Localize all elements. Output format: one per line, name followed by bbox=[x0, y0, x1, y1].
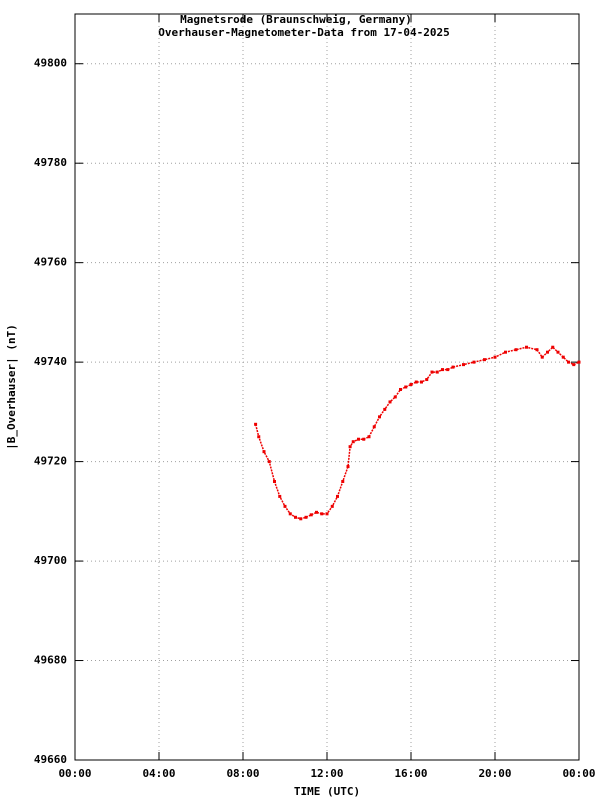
y-tick-label: 49680 bbox=[34, 654, 67, 667]
data-point bbox=[278, 494, 282, 498]
data-point bbox=[325, 512, 329, 516]
data-point bbox=[336, 494, 339, 498]
y-tick-label: 49700 bbox=[34, 554, 67, 567]
y-tick-label: 49660 bbox=[34, 753, 67, 766]
x-tick-label: 12:00 bbox=[310, 767, 343, 780]
data-point bbox=[535, 348, 539, 352]
data-point bbox=[404, 385, 408, 389]
data-point bbox=[425, 378, 429, 382]
x-tick-label: 00:00 bbox=[562, 767, 595, 780]
data-point bbox=[299, 517, 303, 521]
data-point bbox=[388, 400, 392, 404]
data-point bbox=[556, 350, 560, 354]
data-point bbox=[304, 515, 308, 519]
data-point bbox=[351, 440, 355, 444]
data-point bbox=[362, 437, 366, 441]
data-point bbox=[504, 350, 507, 354]
data-point bbox=[372, 425, 376, 429]
data-point bbox=[577, 360, 581, 364]
y-tick-label: 49760 bbox=[34, 256, 67, 269]
data-point bbox=[493, 355, 497, 359]
data-point bbox=[330, 504, 334, 508]
data-point bbox=[294, 515, 297, 519]
data-point bbox=[551, 345, 555, 349]
data-point bbox=[435, 370, 439, 374]
data-point bbox=[257, 435, 261, 439]
data-point bbox=[267, 460, 271, 464]
data-point bbox=[409, 383, 413, 387]
y-tick-label: 49800 bbox=[34, 57, 67, 70]
data-point bbox=[315, 510, 318, 514]
data-point bbox=[399, 387, 402, 391]
data-point bbox=[483, 358, 486, 362]
data-point bbox=[378, 415, 381, 419]
data-point bbox=[393, 395, 397, 399]
data-point bbox=[446, 368, 450, 372]
y-tick-label: 49720 bbox=[34, 455, 67, 468]
plot-frame bbox=[74, 13, 580, 761]
data-point bbox=[514, 348, 518, 352]
data-point bbox=[346, 465, 350, 469]
data-point bbox=[383, 407, 387, 411]
chart-subtitle: Overhauser-Magnetometer-Data from 17-04-… bbox=[158, 26, 449, 39]
data-point bbox=[572, 363, 576, 367]
data-point bbox=[525, 345, 528, 349]
data-point bbox=[341, 479, 345, 483]
data-point bbox=[309, 513, 313, 517]
x-tick-label: 04:00 bbox=[142, 767, 175, 780]
data-point bbox=[414, 380, 418, 384]
data-point bbox=[567, 360, 570, 364]
x-tick-label: 08:00 bbox=[226, 767, 259, 780]
y-tick-label: 49780 bbox=[34, 156, 67, 169]
data-point bbox=[254, 422, 258, 426]
x-tick-label: 20:00 bbox=[478, 767, 511, 780]
data-point bbox=[357, 437, 360, 441]
data-trace bbox=[254, 346, 580, 520]
data-point bbox=[367, 435, 371, 439]
data-point bbox=[441, 368, 444, 372]
data-point bbox=[283, 504, 287, 508]
x-axis-label: TIME (UTC) bbox=[294, 785, 360, 798]
data-point bbox=[288, 512, 292, 516]
y-axis-label: |B_Overhauser| (nT) bbox=[5, 324, 18, 450]
x-tick-label: 16:00 bbox=[394, 767, 427, 780]
data-point bbox=[451, 365, 455, 369]
data-point bbox=[262, 450, 266, 454]
data-point bbox=[472, 360, 476, 364]
data-point bbox=[348, 445, 352, 449]
x-tick-label: 00:00 bbox=[58, 767, 91, 780]
data-point bbox=[546, 350, 549, 354]
y-tick-label: 49740 bbox=[34, 355, 67, 368]
data-point bbox=[561, 355, 565, 359]
data-point bbox=[540, 355, 544, 359]
chart-title: Magnetsrode (Braunschweig, Germany) bbox=[180, 13, 412, 26]
data-point bbox=[420, 380, 423, 384]
data-point bbox=[462, 363, 465, 367]
data-point bbox=[430, 370, 434, 374]
data-point bbox=[273, 479, 276, 483]
data-point bbox=[320, 512, 324, 516]
